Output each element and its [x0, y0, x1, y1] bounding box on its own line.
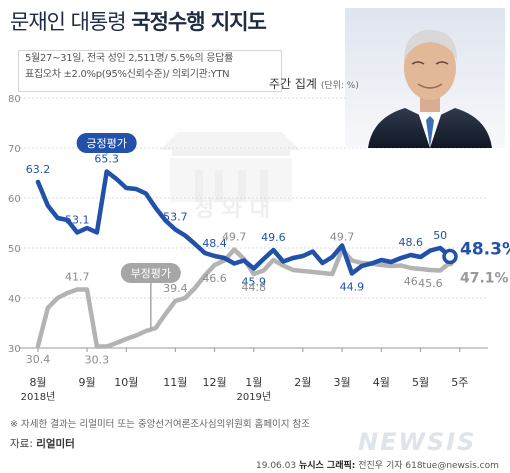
- credit-date: 19.06.03: [256, 461, 297, 471]
- disapproval-data-label: 46: [404, 275, 418, 288]
- approval-data-label: 49.6: [261, 231, 286, 244]
- aggregation-label: 주간 집계 (단위: %): [269, 75, 359, 92]
- newsis-watermark: NEWSIS: [358, 428, 477, 456]
- disapproval-data-label: 46.6: [202, 272, 227, 285]
- approval-data-label: 48.4: [202, 237, 227, 250]
- y-tick-label: 70: [8, 144, 21, 155]
- disapproval-data-label: 30.4: [26, 353, 51, 366]
- title-bold: 국정수행 지지도: [131, 10, 267, 34]
- approval-data-label: 63.2: [26, 163, 51, 176]
- blue-house-watermark: 청 와 대: [160, 132, 300, 222]
- disapproval-data-label: 41.7: [65, 271, 90, 284]
- series: [35, 169, 458, 349]
- approval-data-label: 45.9: [242, 276, 267, 289]
- approval-data-label: 65.3: [94, 153, 119, 166]
- source-label: 자료:: [10, 438, 33, 450]
- source-name: 리얼미터: [36, 438, 75, 450]
- x-tick-label: 8월: [29, 376, 46, 389]
- aggregation-text: 주간 집계: [269, 77, 317, 91]
- x-tick-label: 9월: [78, 376, 95, 389]
- approval-data-label: 48.6: [399, 236, 424, 249]
- approval-badge: [76, 133, 137, 153]
- approval-data-label: 48.3%: [460, 240, 510, 260]
- disapproval-data-label: 45.6: [418, 277, 443, 290]
- approval-data-label: 53.1: [65, 214, 90, 227]
- approval-data-label: 53.7: [163, 211, 188, 224]
- approval-end-point: [442, 248, 458, 265]
- disapproval-badge: [120, 263, 181, 283]
- y-tick-label: 50: [8, 244, 21, 255]
- credit-agency: 뉴시스 그래픽:: [298, 461, 356, 471]
- survey-info-line2: 표집오차 ±2.0%p(95%신뢰수준)/ 의뢰기관:YTN: [25, 69, 230, 80]
- x-tick-label: 3월: [334, 376, 351, 389]
- survey-info-line1: 5월27~31일, 전국 성인 2,511명/ 5.5%의 응답률: [25, 53, 233, 64]
- approval-badge-label: 긍정평가: [86, 137, 126, 150]
- disapproval-data-label: 49.7: [222, 231, 247, 244]
- x-tick-label: 11월: [163, 376, 187, 389]
- approval-data-label: 44.9: [340, 281, 365, 294]
- approval-data-label: 50: [433, 229, 447, 242]
- data-labels: 63.2 53.1 65.3 53.7 48.4 45.9 49.6 44.9 48.6 50 48…: [26, 153, 510, 367]
- title-normal: 문재인 대통령: [10, 10, 127, 34]
- disapproval-data-label: 30.3: [85, 354, 110, 367]
- x-tick-label: 5주: [451, 376, 468, 389]
- x-tick-label: 5월: [412, 376, 429, 389]
- disapproval-data-label: 44.8: [242, 281, 267, 294]
- x-tick-label: 12월: [203, 376, 227, 389]
- x-tick-label: 1월: [245, 376, 262, 389]
- approval-line: [35, 169, 453, 276]
- y-tick-label: 40: [8, 294, 21, 305]
- unit-label: (단위: %): [320, 81, 359, 91]
- y-axis: 30 40 50 60 70 80: [8, 94, 21, 355]
- year-label: 2019년: [236, 391, 271, 403]
- x-tick-label: 4월: [373, 376, 390, 389]
- disapproval-data-label: 47.1%: [460, 271, 509, 287]
- president-portrait: [345, 8, 505, 148]
- building-watermark-text: 청 와 대: [194, 196, 270, 222]
- y-tick-label: 60: [8, 194, 21, 205]
- disapproval-data-label: 49.7: [330, 231, 355, 244]
- disapproval-badge-label: 부정평가: [131, 267, 171, 280]
- x-tick-label: 2월: [294, 376, 311, 389]
- survey-info-box: 5월27~31일, 전국 성인 2,511명/ 5.5%의 응답률 표집오차 ±…: [18, 50, 282, 92]
- year-label: 2018년: [21, 391, 56, 403]
- y-tick-label: 30: [8, 344, 21, 355]
- disapproval-data-label: 39.4: [163, 282, 188, 295]
- y-tick-label: 80: [8, 94, 21, 105]
- footnote: ※ 자세한 결과는 리얼미터 또는 중앙선거여론조사심의위원회 홈페이지 참조: [10, 419, 311, 430]
- chart-title: 문재인 대통령 국정수행 지지도: [10, 6, 267, 36]
- x-tick-label: 10월: [114, 376, 138, 389]
- credit: 19.06.03 뉴시스 그래픽: 전진우 기자 618tue@newsis.c…: [256, 458, 499, 471]
- source: 자료: 리얼미터: [10, 436, 75, 451]
- credit-author: 전진우 기자 618tue@newsis.com: [358, 461, 499, 471]
